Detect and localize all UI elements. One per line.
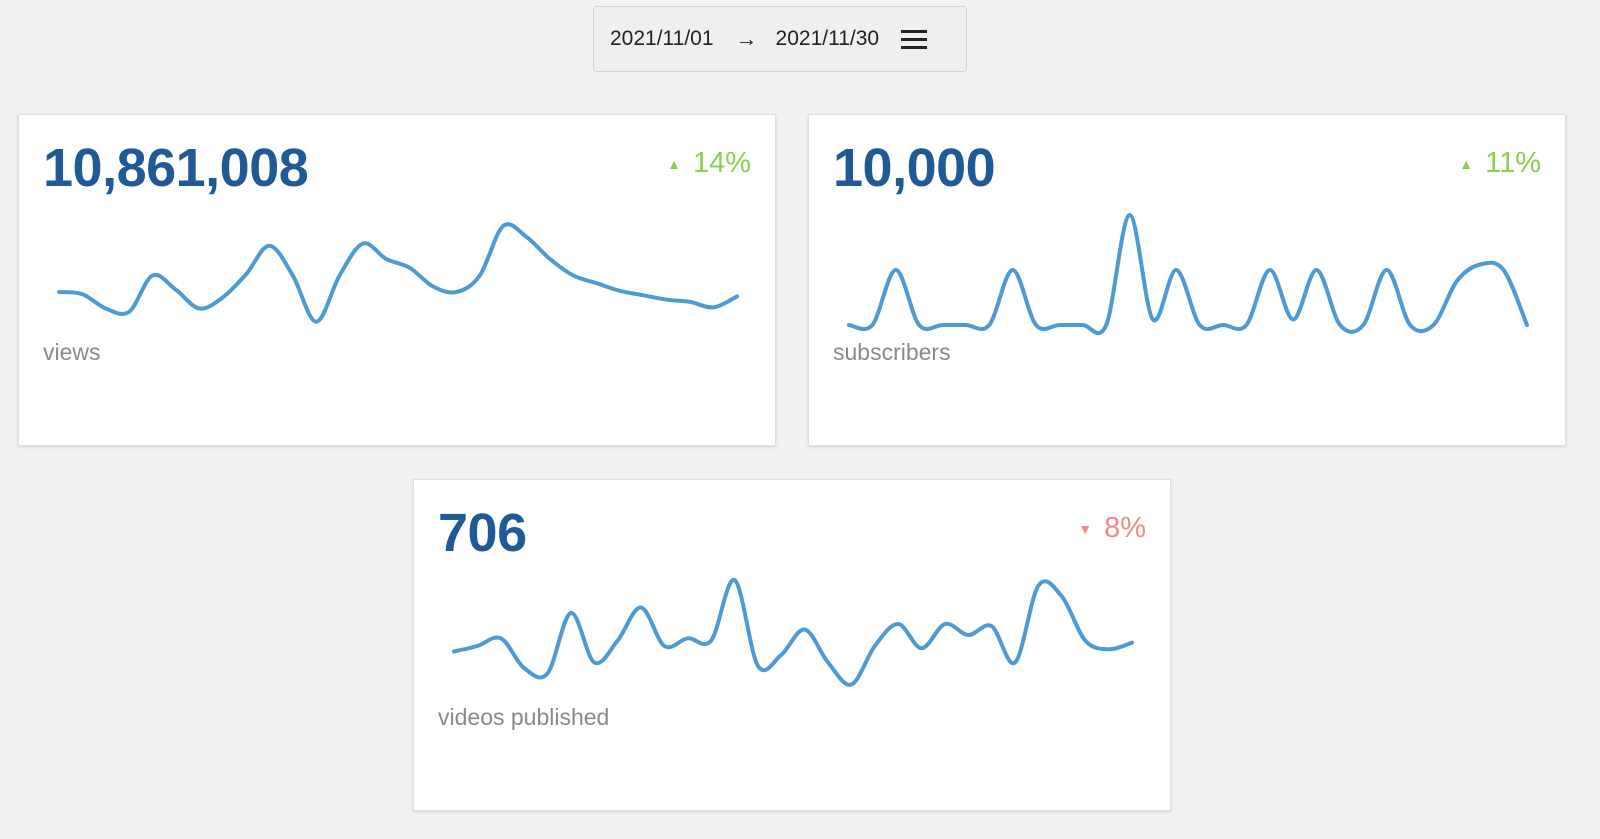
metric-value: 10,861,008 [43, 138, 309, 198]
metric-label: videos published [438, 704, 610, 730]
sparkline-series [452, 577, 1134, 687]
sparkline-series [57, 222, 739, 324]
delta-percent: 8% [1104, 512, 1146, 544]
metric-delta: ▲ 14% [667, 147, 751, 180]
metric-delta: ▼ 8% [1078, 512, 1146, 545]
arrow-right-icon: → [735, 26, 758, 51]
trend-up-icon: ▲ [1459, 155, 1474, 172]
end-date[interactable]: 2021/11/30 [775, 27, 880, 50]
metric-label: subscribers [833, 339, 951, 365]
metric-label: views [43, 339, 101, 365]
metric-value: 10,000 [833, 138, 996, 198]
sparkline-chart [452, 577, 1134, 687]
hamburger-menu-icon[interactable] [901, 29, 928, 49]
sparkline-chart [57, 222, 739, 324]
sparkline-series [847, 212, 1529, 336]
trend-down-icon: ▼ [1078, 520, 1093, 537]
metric-value: 706 [438, 503, 527, 563]
delta-percent: 11% [1485, 147, 1541, 179]
metric-card-videos-published: 706 ▼ 8% videos published [413, 479, 1171, 811]
trend-up-icon: ▲ [667, 155, 681, 172]
metric-delta: ▲ 11% [1459, 147, 1541, 180]
date-range-picker[interactable]: 2021/11/01 → 2021/11/30 [593, 6, 967, 72]
start-date[interactable]: 2021/11/01 [610, 27, 714, 50]
metric-card-views: 10,861,008 ▲ 14% views [18, 114, 776, 446]
sparkline-chart [847, 212, 1529, 336]
delta-percent: 14% [692, 147, 751, 179]
metric-card-subscribers: 10,000 ▲ 11% subscribers [808, 114, 1566, 446]
